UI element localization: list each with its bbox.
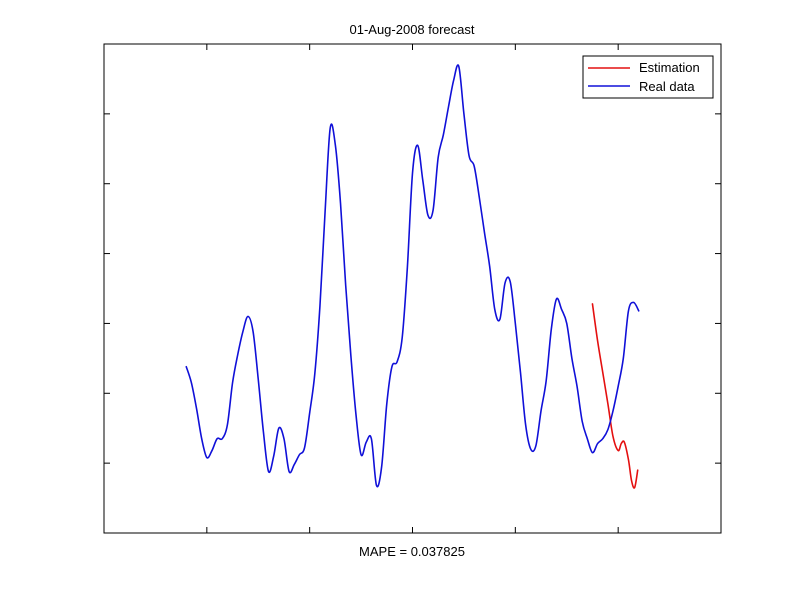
legend: Estimation Real data [582, 55, 714, 99]
legend-label-estimation: Estimation [639, 60, 700, 75]
legend-box [582, 55, 714, 99]
x-tick-marks [206, 44, 619, 533]
x-axis-label: MAPE = 0.037825 [359, 544, 465, 559]
chart-title: 01-Aug-2008 forecast [349, 22, 474, 37]
y-tick-marks [104, 113, 721, 464]
series-layer [185, 64, 640, 489]
series-line-real-data [185, 64, 640, 488]
legend-label-real-data: Real data [639, 79, 695, 94]
plot-area [103, 43, 722, 534]
axes-box [103, 43, 722, 534]
series-line-estimation [591, 303, 639, 489]
